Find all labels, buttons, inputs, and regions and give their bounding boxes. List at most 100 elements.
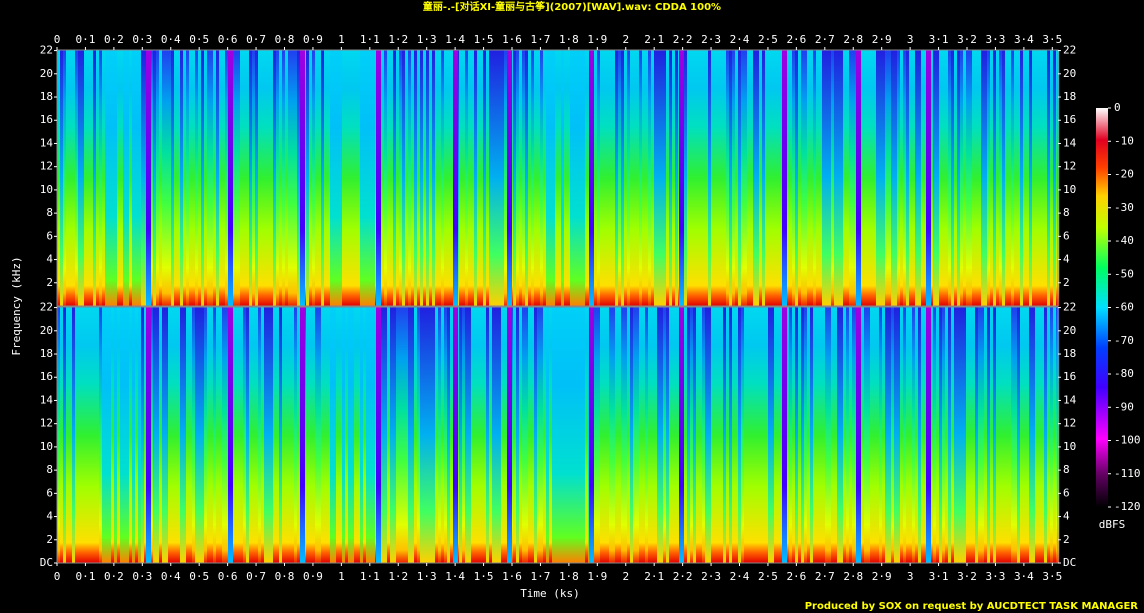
spectrogram-column [738,307,742,563]
spectrogram-column [81,307,85,563]
spectrogram-column [744,50,748,306]
spectrogram-column [393,50,397,306]
spectrogram-column [339,50,343,306]
spectrogram-column [198,50,202,306]
track-gap [679,50,684,306]
spectrogram-column [780,50,784,306]
y-axis-label: Frequency (kHz) [10,256,23,355]
spectrogram-column [111,50,115,306]
spectrogram-column [789,307,793,563]
spectrogram-column [168,307,172,563]
spectrogram-column [249,307,253,563]
x-tick-label: 3·4 [1014,570,1034,583]
spectrogram-column [150,50,154,306]
spectrogram-column [921,307,925,563]
spectrogram-column [930,307,934,563]
y-tick-label: 6 [46,229,53,242]
spectrogram-column [63,50,67,306]
spectrogram-column [606,50,610,306]
spectrogram-column [321,50,325,306]
spectrogram-column [1047,307,1051,563]
spectrogram-column [747,50,751,306]
x-tick-label-top: 1·8 [559,33,579,46]
spectrogram-column [264,307,268,563]
spectrogram-column [609,50,613,306]
spectrogram-column [195,307,199,563]
spectrogram-column [201,50,205,306]
spectrogram-column [366,307,370,563]
spectrogram-column [615,50,619,306]
spectrogram-column [468,307,472,563]
track-gap [228,307,233,563]
y-tick-label-right: 4 [1063,253,1070,266]
spectrogram-column [216,50,220,306]
spectrogram-column [1020,50,1024,306]
spectrogram-column [636,307,640,563]
spectrogram-column [249,50,253,306]
spectrogram-column [885,50,889,306]
x-tick-label-top: 3·2 [957,33,977,46]
spectrogram-column [900,307,904,563]
spectrogram-column [1005,50,1009,306]
x-tick-label-top: 2·3 [701,33,721,46]
footer: Produced by SOX on request by AUCDTECT T… [805,601,1139,612]
spectrogram-column [888,307,892,563]
spectrogram-column [69,50,73,306]
spectrogram-column [525,307,529,563]
spectrogram-column [789,50,793,306]
spectrogram-column [693,50,697,306]
track-gap [507,50,512,306]
spectrogram-column [291,50,295,306]
spectrogram-column [297,50,301,306]
spectrogram-column [84,307,88,563]
spectrogram-column [201,307,205,563]
spectrogram-column [489,307,493,563]
spectrogram-column [999,50,1003,306]
spectrogram-column [1032,307,1036,563]
colorbar-tick-label: -100 [1114,434,1141,447]
spectrogram-column [441,307,445,563]
spectrogram-column [237,307,241,563]
spectrogram-column [84,50,88,306]
spectrogram-column [777,50,781,306]
spectrogram-column [930,50,934,306]
spectrogram-column [450,307,454,563]
spectrogram-column [612,307,616,563]
x-tick-label: 0·1 [76,570,96,583]
spectrogram-column [861,307,865,563]
spectrogram-column [420,50,424,306]
spectrogram-column [735,307,739,563]
spectrogram-column [297,307,301,563]
spectrogram-column [279,307,283,563]
x-tick-label: 0·7 [246,570,266,583]
spectrogram-column [759,307,763,563]
spectrogram-column [876,50,880,306]
spectrogram-column [582,50,586,306]
spectrogram-column [480,307,484,563]
spectrogram-column [522,50,526,306]
spectrogram-column [825,50,829,306]
spectrogram-column [177,50,181,306]
spectrogram-column [654,307,658,563]
spectrogram-column [879,50,883,306]
x-tick-label: 1·7 [531,570,551,583]
y-tick-label-right: 20 [1063,324,1076,337]
spectrogram-column [993,50,997,306]
spectrogram-column [57,50,61,306]
spectrogram-column [501,307,505,563]
y-tick-label-right: 16 [1063,370,1076,383]
track-gap [589,307,594,563]
y-tick-label: 8 [46,206,53,219]
spectrogram-column [360,50,364,306]
track-gap [782,307,787,563]
colorbar-tick-label: -120 [1114,500,1141,513]
spectrogram-column [459,307,463,563]
spectrogram-column [597,50,601,306]
spectrogram-column [792,50,796,306]
spectrogram-column [324,307,328,563]
spectrogram-column [582,307,586,563]
spectrogram-column [63,307,67,563]
spectrogram-column [903,307,907,563]
y-tick-label: 2 [46,276,53,289]
plot-frame [56,49,1059,307]
